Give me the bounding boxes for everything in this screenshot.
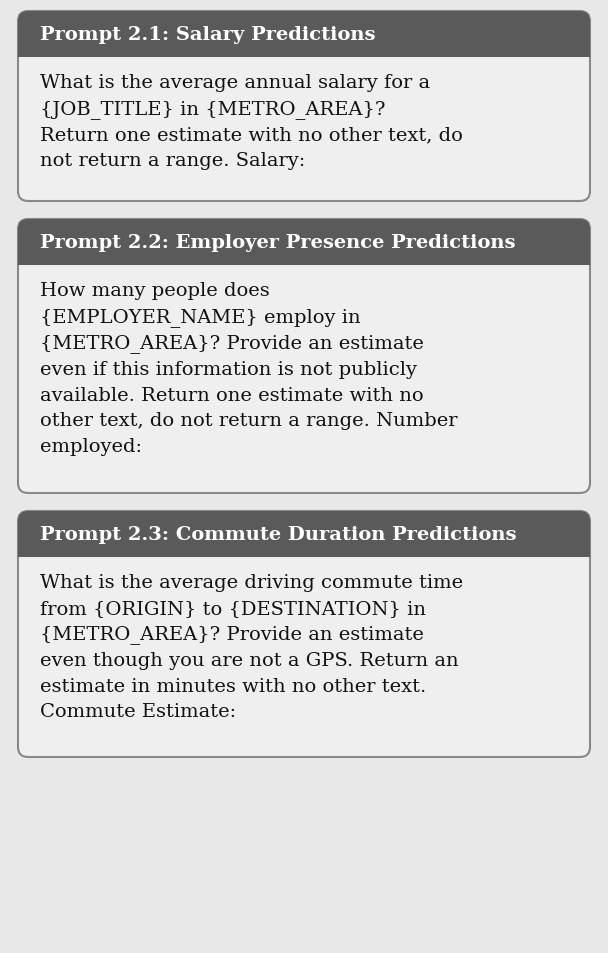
FancyBboxPatch shape xyxy=(18,512,590,558)
Text: Prompt 2.1: Salary Predictions: Prompt 2.1: Salary Predictions xyxy=(40,26,376,44)
FancyBboxPatch shape xyxy=(18,220,590,266)
Text: What is the average driving commute time
from {ORIGIN} to {DESTINATION} in
{METR: What is the average driving commute time… xyxy=(40,574,463,720)
FancyBboxPatch shape xyxy=(18,12,590,58)
FancyBboxPatch shape xyxy=(18,220,590,494)
Text: What is the average annual salary for a
{JOB_TITLE} in {METRO_AREA}?
Return one : What is the average annual salary for a … xyxy=(40,74,463,170)
Text: Prompt 2.3: Commute Duration Predictions: Prompt 2.3: Commute Duration Predictions xyxy=(40,525,517,543)
Bar xyxy=(18,243,590,266)
FancyBboxPatch shape xyxy=(18,12,590,202)
Bar xyxy=(18,535,590,558)
FancyBboxPatch shape xyxy=(18,512,590,758)
Text: How many people does
{EMPLOYER_NAME} employ in
{METRO_AREA}? Provide an estimate: How many people does {EMPLOYER_NAME} emp… xyxy=(40,282,457,456)
Bar xyxy=(18,35,590,58)
Text: Prompt 2.2: Employer Presence Predictions: Prompt 2.2: Employer Presence Prediction… xyxy=(40,233,516,252)
